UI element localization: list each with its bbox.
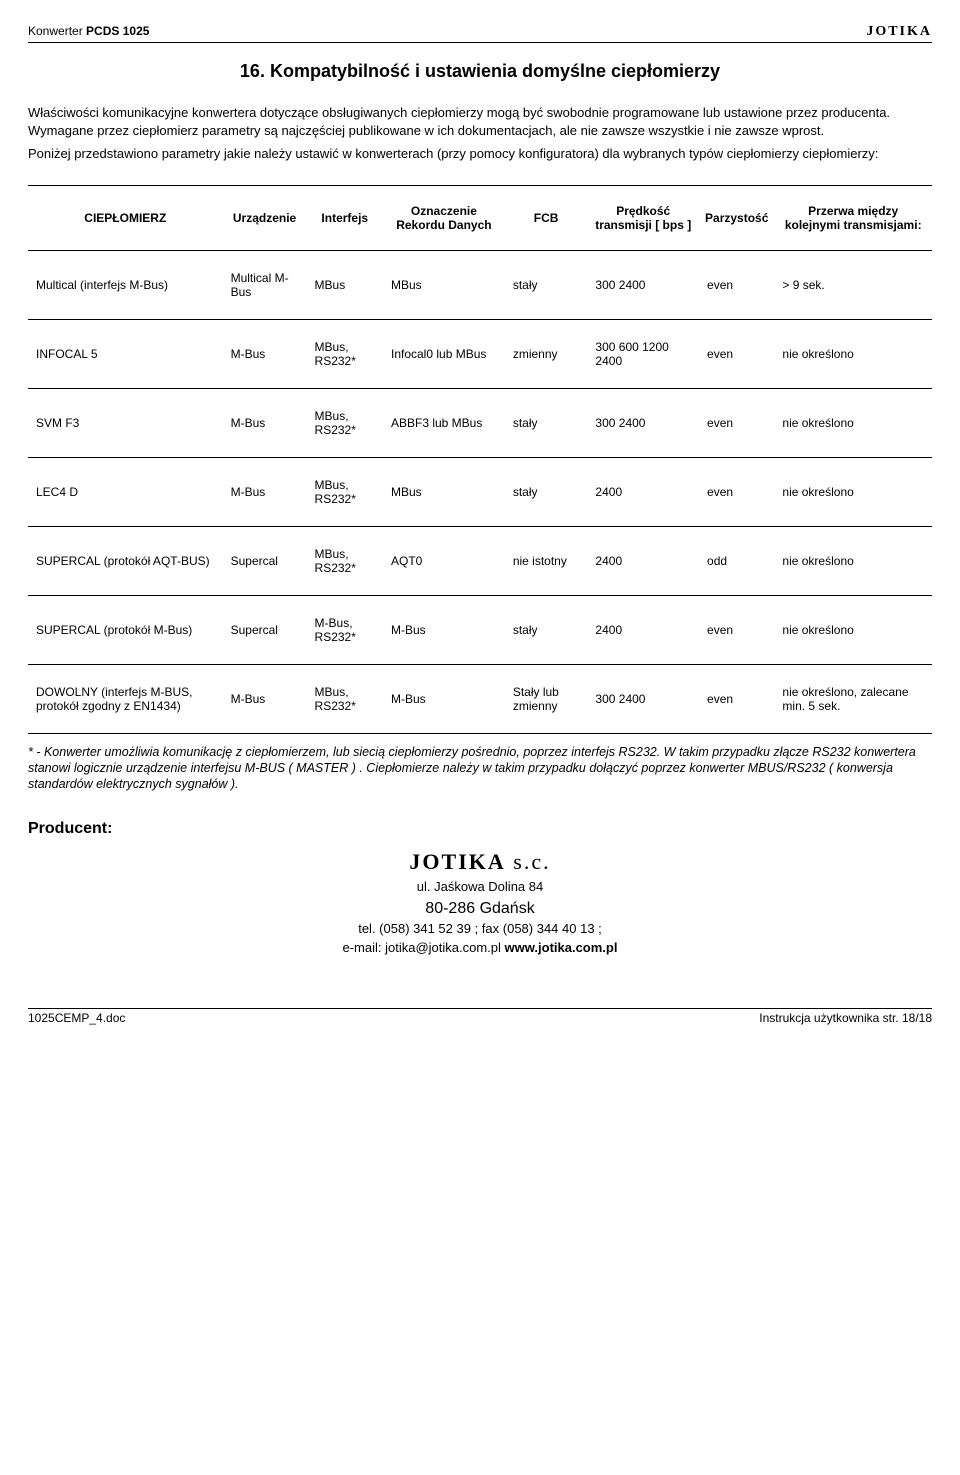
col-przerwa: Przerwa między kolejnymi transmisjami:	[774, 185, 932, 250]
producer-phone: tel. (058) 341 52 39 ; fax (058) 344 40 …	[28, 920, 932, 939]
table-cell: 300 600 1200 2400	[587, 319, 699, 388]
table-row: SVM F3M-BusMBus, RS232*ABBF3 lub MBussta…	[28, 388, 932, 457]
page-header: Konwerter PCDS 1025 JOTIKA	[28, 24, 932, 43]
table-cell: nie istotny	[505, 526, 588, 595]
table-cell: MBus, RS232*	[307, 319, 383, 388]
producer-email: e-mail: jotika@jotika.com.pl	[343, 940, 501, 955]
producer-block: JOTIKA s.c. ul. Jaśkowa Dolina 84 80-286…	[28, 846, 932, 958]
table-cell: SUPERCAL (protokół M-Bus)	[28, 595, 223, 664]
table-cell: ABBF3 lub MBus	[383, 388, 505, 457]
table-cell: 300 2400	[587, 388, 699, 457]
table-cell: nie określono	[774, 388, 932, 457]
col-oznaczenie: Oznaczenie Rekordu Danych	[383, 185, 505, 250]
parameters-table: CIEPŁOMIERZ Urządzenie Interfejs Oznacze…	[28, 185, 932, 734]
col-interfejs: Interfejs	[307, 185, 383, 250]
table-cell: 300 2400	[587, 250, 699, 319]
table-cell: zmienny	[505, 319, 588, 388]
table-body: Multical (interfejs M-Bus)Multical M-Bus…	[28, 250, 932, 733]
table-cell: even	[699, 457, 774, 526]
table-cell: MBus	[383, 457, 505, 526]
table-cell: Infocal0 lub MBus	[383, 319, 505, 388]
table-cell: INFOCAL 5	[28, 319, 223, 388]
table-cell: 300 2400	[587, 664, 699, 733]
producer-brand: JOTIKA s.c.	[28, 846, 932, 878]
col-parzystosc: Parzystość	[699, 185, 774, 250]
table-cell: M-Bus	[223, 388, 307, 457]
table-cell: even	[699, 664, 774, 733]
table-cell: nie określono, zalecane min. 5 sek.	[774, 664, 932, 733]
table-cell: odd	[699, 526, 774, 595]
table-cell: stały	[505, 250, 588, 319]
table-cell: AQT0	[383, 526, 505, 595]
table-cell: nie określono	[774, 595, 932, 664]
header-brand: JOTIKA	[866, 24, 932, 40]
table-cell: Multical M-Bus	[223, 250, 307, 319]
table-cell: nie określono	[774, 319, 932, 388]
col-fcb: FCB	[505, 185, 588, 250]
table-cell: MBus, RS232*	[307, 388, 383, 457]
table-row: SUPERCAL (protokół M-Bus)SupercalM-Bus, …	[28, 595, 932, 664]
table-cell: stały	[505, 457, 588, 526]
producer-brand-suffix: s.c.	[513, 849, 550, 874]
table-cell: MBus, RS232*	[307, 664, 383, 733]
table-cell: MBus, RS232*	[307, 526, 383, 595]
table-cell: even	[699, 595, 774, 664]
producer-email-line: e-mail: jotika@jotika.com.pl www.jotika.…	[28, 939, 932, 958]
body-paragraph-1: Właściwości komunikacyjne konwertera dot…	[28, 104, 932, 139]
footer-right: Instrukcja użytkownika str. 18/18	[759, 1011, 932, 1025]
col-predkosc: Prędkość transmisji [ bps ]	[587, 185, 699, 250]
table-cell: SUPERCAL (protokół AQT-BUS)	[28, 526, 223, 595]
table-row: SUPERCAL (protokół AQT-BUS)SupercalMBus,…	[28, 526, 932, 595]
header-model: PCDS 1025	[86, 24, 149, 38]
col-urzadzenie: Urządzenie	[223, 185, 307, 250]
table-footnote: * - Konwerter umożliwia komunikację z ci…	[28, 744, 932, 793]
producer-city: 80-286 Gdańsk	[28, 897, 932, 920]
header-prefix: Konwerter	[28, 24, 83, 38]
table-cell: DOWOLNY (interfejs M-BUS, protokół zgodn…	[28, 664, 223, 733]
table-row: INFOCAL 5M-BusMBus, RS232*Infocal0 lub M…	[28, 319, 932, 388]
table-cell: even	[699, 250, 774, 319]
header-left: Konwerter PCDS 1025	[28, 24, 149, 40]
table-cell: 2400	[587, 595, 699, 664]
table-cell: MBus, RS232*	[307, 457, 383, 526]
footer-left: 1025CEMP_4.doc	[28, 1011, 125, 1025]
table-cell: M-Bus, RS232*	[307, 595, 383, 664]
table-cell: even	[699, 319, 774, 388]
table-header-row: CIEPŁOMIERZ Urządzenie Interfejs Oznacze…	[28, 185, 932, 250]
table-cell: M-Bus	[223, 664, 307, 733]
table-row: Multical (interfejs M-Bus)Multical M-Bus…	[28, 250, 932, 319]
table-cell: Stały lub zmienny	[505, 664, 588, 733]
table-row: LEC4 DM-BusMBus, RS232*MBusstały2400even…	[28, 457, 932, 526]
table-cell: 2400	[587, 457, 699, 526]
table-cell: stały	[505, 388, 588, 457]
body-paragraph-2: Poniżej przedstawiono parametry jakie na…	[28, 145, 932, 163]
table-cell: M-Bus	[223, 457, 307, 526]
table-cell: stały	[505, 595, 588, 664]
table-cell: MBus	[307, 250, 383, 319]
table-cell: nie określono	[774, 457, 932, 526]
col-cieplomierz: CIEPŁOMIERZ	[28, 185, 223, 250]
page-footer: 1025CEMP_4.doc Instrukcja użytkownika st…	[28, 1008, 932, 1025]
table-cell: SVM F3	[28, 388, 223, 457]
table-cell: LEC4 D	[28, 457, 223, 526]
table-cell: M-Bus	[383, 595, 505, 664]
table-cell: Multical (interfejs M-Bus)	[28, 250, 223, 319]
table-cell: MBus	[383, 250, 505, 319]
producer-label: Producent:	[28, 820, 932, 838]
producer-brand-name: JOTIKA	[409, 849, 505, 874]
section-title: 16. Kompatybilność i ustawienia domyślne…	[28, 61, 932, 82]
table-cell: nie określono	[774, 526, 932, 595]
table-cell: M-Bus	[383, 664, 505, 733]
producer-website: www.jotika.com.pl	[505, 940, 618, 955]
table-cell: > 9 sek.	[774, 250, 932, 319]
table-cell: even	[699, 388, 774, 457]
table-cell: Supercal	[223, 595, 307, 664]
table-row: DOWOLNY (interfejs M-BUS, protokół zgodn…	[28, 664, 932, 733]
producer-street: ul. Jaśkowa Dolina 84	[28, 878, 932, 897]
table-cell: 2400	[587, 526, 699, 595]
table-cell: Supercal	[223, 526, 307, 595]
table-cell: M-Bus	[223, 319, 307, 388]
